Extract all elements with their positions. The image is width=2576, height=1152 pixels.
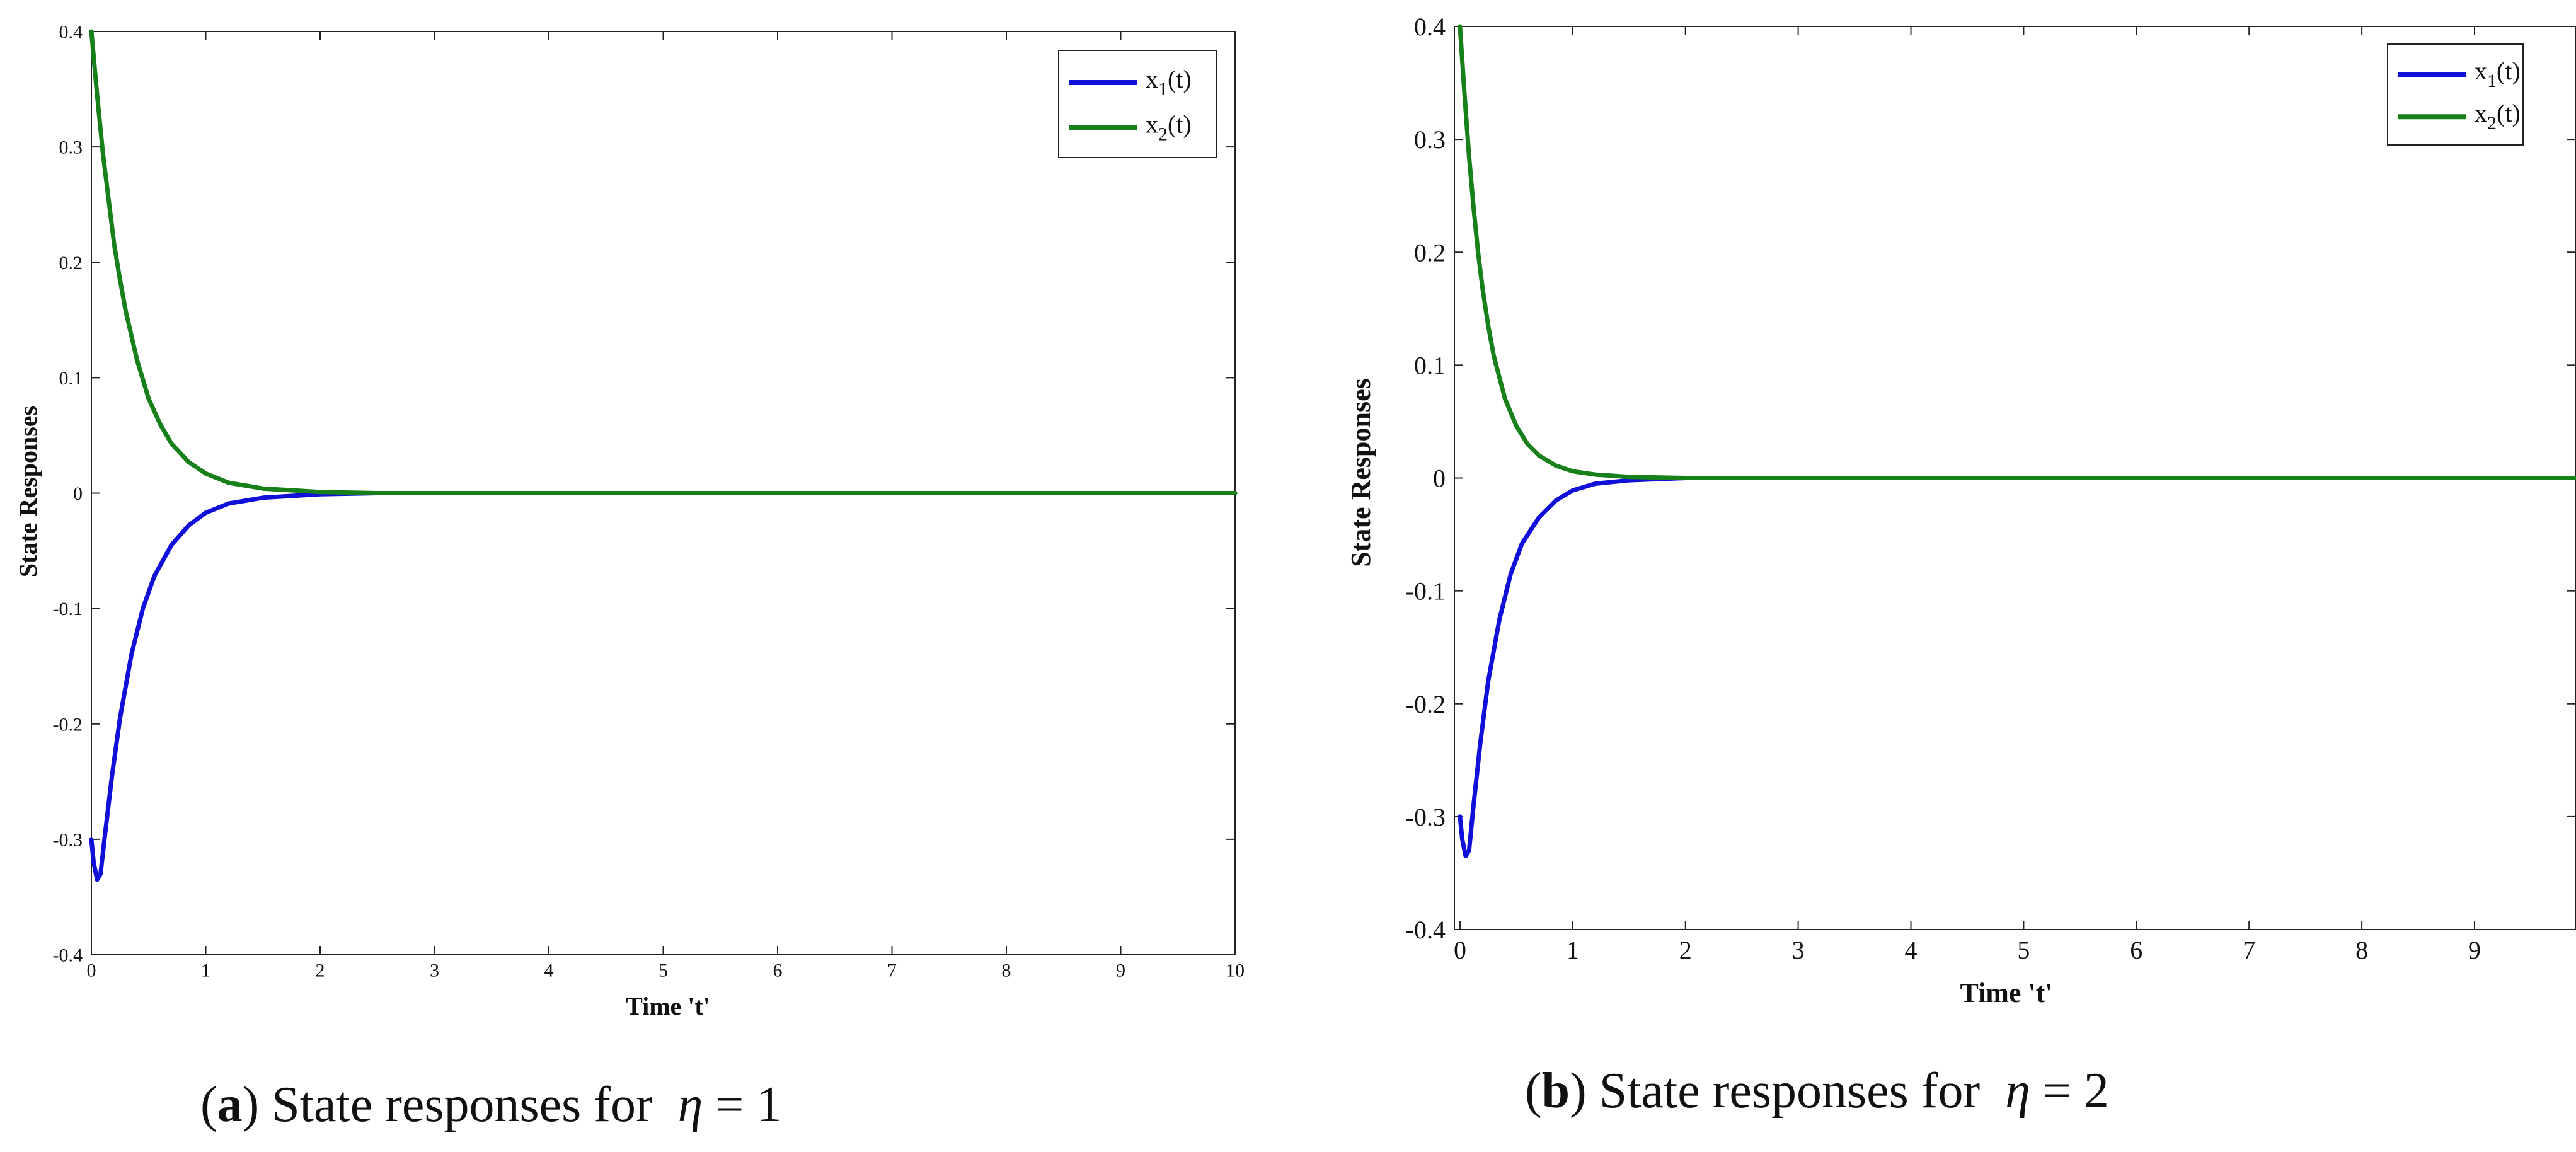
x-tick-label: 2 xyxy=(1679,936,1692,964)
chart-a-caption: (a) State responses for η = 1 xyxy=(200,1076,781,1134)
y-tick-label: -0.2 xyxy=(53,714,83,735)
x-tick-label: 5 xyxy=(658,960,668,981)
y-tick-label: 0.4 xyxy=(1414,13,1446,41)
chart-a-plot: -0.4 -0.3 -0.2 -0.1 0 0.1 0.2 0.3 0.4 0 1 2 3 4 5 6 7 8 9 1… xyxy=(14,22,1245,1021)
y-tick-label: -0.4 xyxy=(1406,916,1446,944)
x-tick-label: 10 xyxy=(1226,960,1245,981)
x-tick-label: 1 xyxy=(201,960,210,981)
x-tick-label: 9 xyxy=(1116,960,1125,981)
caption-a-equation: = 1 xyxy=(715,1077,782,1132)
y-tick-label: 0.1 xyxy=(1414,351,1446,379)
x-tick-label: 5 xyxy=(2017,936,2030,964)
x-tick-label: 7 xyxy=(2243,936,2255,964)
y-tick-label: -0.3 xyxy=(53,829,83,850)
x-tick-label: 9 xyxy=(2468,936,2481,964)
y-tick-label: 0.3 xyxy=(1414,125,1446,154)
y-tick-label: 0.3 xyxy=(59,137,83,158)
caption-b-equation: = 2 xyxy=(2042,1063,2109,1119)
caption-a-paren: (a xyxy=(200,1077,243,1132)
y-axis-label: State Responses xyxy=(14,406,42,577)
caption-b-paren: (b xyxy=(1525,1063,1570,1119)
y-tick-label: 0.1 xyxy=(59,368,83,389)
y-tick-label: -0.2 xyxy=(1406,690,1446,718)
chart-b-caption: (b) State responses for η = 2 xyxy=(1525,1063,2109,1120)
legend-box xyxy=(2387,43,2524,146)
x-tick-label: 6 xyxy=(2130,936,2142,964)
x-tick-label: 8 xyxy=(2355,936,2368,964)
x-tick-label: 1 xyxy=(1567,936,1579,964)
legend-label-x1: x1(t) xyxy=(1146,65,1192,100)
y-axis-label: State Responses xyxy=(1345,378,1376,567)
y-tick-label: 0.2 xyxy=(1414,238,1446,267)
x-tick-label: 3 xyxy=(1792,936,1805,964)
x-tick-label: 0 xyxy=(1454,936,1466,964)
y-tick-label: 0.4 xyxy=(59,22,83,43)
caption-b-text: ) State responses for xyxy=(1570,1063,1981,1119)
x-tick-label: 4 xyxy=(1905,936,1918,964)
x-tick-label: 4 xyxy=(544,960,554,981)
x-tick-label: 8 xyxy=(1002,960,1011,981)
chart-panel-a: -0.4 -0.3 -0.2 -0.1 0 0.1 0.2 0.3 0.4 0 1 2 3 4 5 6 7 8 9 1… xyxy=(14,22,1245,1134)
y-tick-label: -0.4 xyxy=(53,945,83,966)
x-tick-label: 0 xyxy=(87,960,96,981)
y-tick-label: 0.2 xyxy=(59,253,83,274)
legend-label-x2: x2(t) xyxy=(2475,99,2521,134)
chart-panel-b: -0.4 -0.3 -0.2 -0.1 0 0.1 0.2 0.3 0.4 0 1 2 3 4 5 6 7 8 9 T… xyxy=(1288,0,2576,1152)
caption-b-var: η xyxy=(2005,1063,2030,1119)
x-tick-label: 6 xyxy=(773,960,783,981)
x-tick-label: 3 xyxy=(430,960,439,981)
legend-label-x2: x2(t) xyxy=(1146,110,1192,144)
series-line-x1 xyxy=(1458,476,2576,859)
legend-box xyxy=(1058,50,1217,158)
legend-label-x1: x1(t) xyxy=(2475,57,2521,91)
chart-b-plot: -0.4 -0.3 -0.2 -0.1 0 0.1 0.2 0.3 0.4 0 1 2 3 4 5 6 7 8 9 T… xyxy=(1345,13,2576,1008)
y-tick-label: 0 xyxy=(73,483,83,504)
x-axis-label: Time 't' xyxy=(626,992,710,1020)
series-line-x1 xyxy=(89,491,1238,882)
x-tick-label: 7 xyxy=(887,960,897,981)
caption-a-var: η xyxy=(677,1077,703,1132)
series-line-x2 xyxy=(1458,24,2576,480)
x-tick-label: 2 xyxy=(316,960,325,981)
caption-a-text: ) State responses for xyxy=(242,1077,653,1132)
y-tick-label: 0 xyxy=(1433,464,1446,493)
y-tick-label: -0.1 xyxy=(53,599,83,619)
y-tick-label: -0.3 xyxy=(1406,803,1446,831)
y-tick-label: -0.1 xyxy=(1406,577,1446,606)
series-line-x2 xyxy=(89,29,1238,495)
x-axis-label: Time 't' xyxy=(1960,977,2052,1008)
